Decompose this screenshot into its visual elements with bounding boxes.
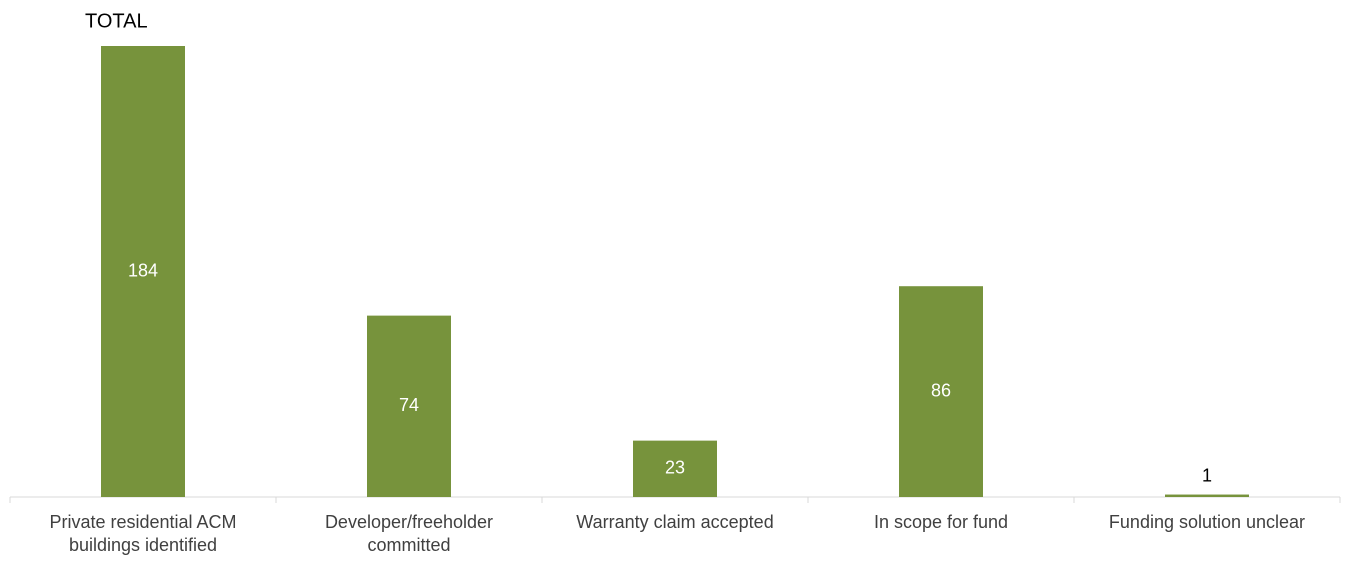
value-label: 74 — [399, 395, 419, 415]
value-label: 86 — [931, 380, 951, 400]
value-label: 1 — [1202, 465, 1212, 485]
bar — [1165, 494, 1249, 497]
x-tick-label: Developer/freeholder committed — [324, 512, 494, 555]
x-tick-label: In scope for fund — [873, 512, 1009, 532]
x-tick-label: Private residential ACM buildings identi… — [49, 512, 237, 555]
bar — [367, 315, 451, 497]
x-tick-label: Funding solution unclear — [1108, 512, 1306, 532]
bar — [633, 440, 717, 497]
value-label: 23 — [665, 458, 685, 478]
annotation: TOTAL — [85, 10, 148, 32]
x-tick-label: Warranty claim accepted — [576, 512, 774, 532]
bar — [899, 286, 983, 497]
bar — [101, 46, 185, 497]
value-label: 184 — [128, 260, 158, 280]
